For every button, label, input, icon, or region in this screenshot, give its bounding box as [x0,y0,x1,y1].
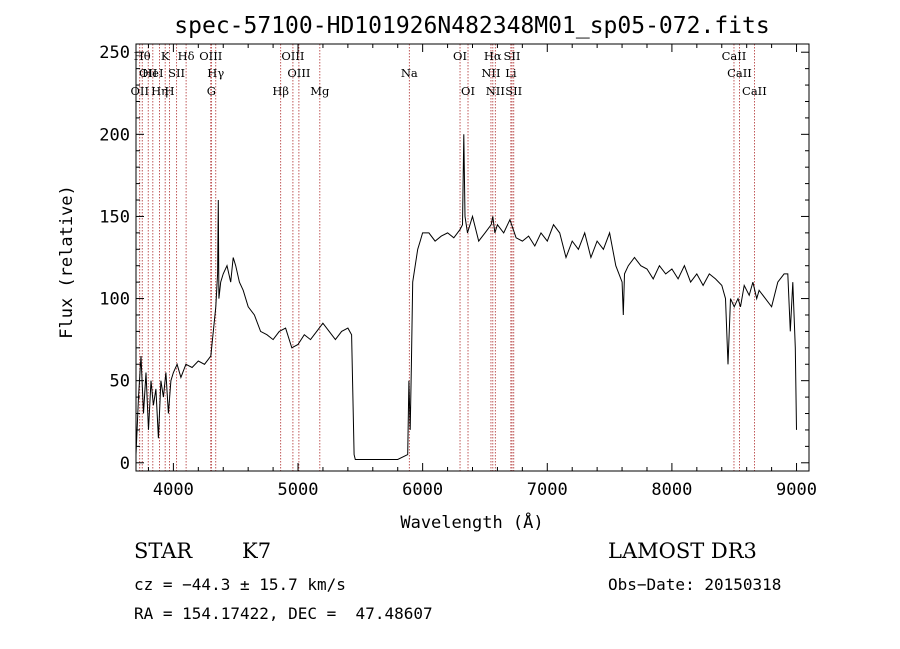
y-tick-label-4: 200 [99,125,130,145]
x-tick-label-3: 7000 [527,480,568,500]
x-tick-label-4: 8000 [651,480,692,500]
marker-label-23: Li [505,66,517,80]
marker-label-2: OII [130,84,149,98]
marker-label-5: K [161,49,170,63]
marker-label-22: SII [504,49,521,63]
y-tick-label-2: 100 [99,290,130,310]
marker-label-10: Hγ [207,66,224,80]
survey-name: LAMOST DR3 [608,539,757,563]
marker-label-18: OI [461,84,475,98]
obs-date: Obs−Date: 20150318 [608,575,782,594]
spectrum-line [135,134,797,460]
marker-label-12: Hβ [272,84,289,98]
marker-label-8: Hδ [178,49,195,63]
x-axis-label: Wavelength (Å) [400,511,543,533]
x-axis-ticks: 4000 5000 6000 7000 8000 9000 [147,44,817,500]
x-tick-label-5: 9000 [776,480,817,500]
redshift-cz: cz = −44.3 ± 15.7 km/s [134,575,346,594]
ra-dec: RA = 154.17422, DEC = 47.48607 [134,604,433,623]
x-tick-label-2: 6000 [402,480,443,500]
y-tick-label-1: 50 [110,372,130,392]
marker-label-16: Na [401,66,418,80]
y-tick-label-3: 150 [99,207,130,227]
marker-label-13: OIII [281,49,304,63]
object-class: STAR [134,539,193,563]
marker-label-1: OII [139,66,158,80]
marker-label-9: OIII [199,49,222,63]
plot-frame [135,43,810,472]
marker-label-11: G [207,84,216,98]
y-tick-label-0: 0 [120,454,130,474]
marker-label-26: CaII [727,66,752,80]
marker-label-14: OIII [287,66,310,80]
y-axis-ticks: 0 50 100 150 200 250 [99,43,809,474]
marker-label-7: SII [168,66,185,80]
marker-label-15: Mg [310,84,330,98]
marker-label-19: Hα [484,49,502,63]
marker-label-17: OI [453,49,467,63]
y-axis-label: Flux (relative) [57,185,77,339]
marker-label-4: Hη [151,84,168,98]
marker-label-21: NII [486,84,505,98]
line-markers [139,44,755,471]
marker-label-27: CaII [742,84,767,98]
chart-title: spec-57100-HD101926N482348M01_sp05-072.f… [174,13,769,39]
marker-label-20: NII [481,66,500,80]
marker-label-24: SII [505,84,522,98]
marker-label-6: H [165,84,175,98]
y-tick-label-5: 250 [99,43,130,63]
marker-label-3: HeI [142,66,163,80]
x-tick-label-1: 5000 [278,480,319,500]
marker-label-25: CaII [722,49,747,63]
object-subclass: K7 [242,539,272,563]
x-tick-label-0: 4000 [153,480,194,500]
